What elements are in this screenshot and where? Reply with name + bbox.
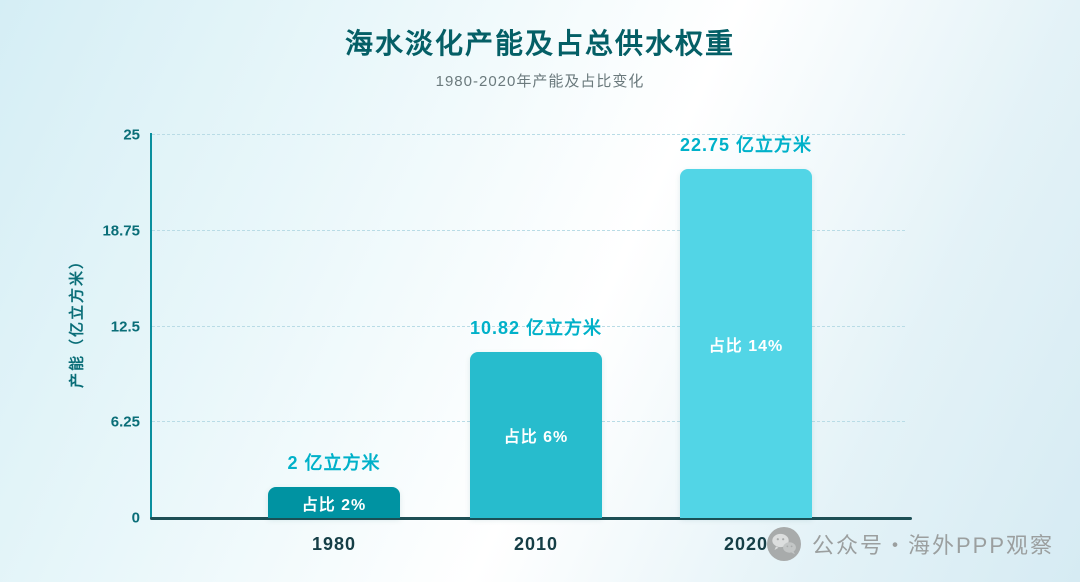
watermark-text: 公众号・海外PPP观察	[811, 533, 1054, 558]
y-tick-label: 18.75	[102, 222, 140, 240]
gridline	[152, 325, 905, 327]
watermark: 公众号・海外PPP观察	[766, 526, 1054, 562]
share-label: 占比 14%	[708, 337, 784, 355]
y-tick-label: 0	[131, 509, 140, 527]
bar-2010: 占比 6%	[470, 352, 602, 518]
bar-1980: 占比 2%	[268, 487, 400, 518]
y-axis-label: 产能（亿立方米）	[68, 251, 86, 389]
gridline	[152, 134, 905, 135]
chart-subtitle: 1980-2020年产能及占比变化	[435, 73, 645, 90]
y-tick-label: 25	[123, 126, 140, 144]
y-tick-label: 6.25	[110, 413, 140, 431]
bar-value-label: 2 亿立方米	[287, 453, 381, 474]
share-label: 占比 2%	[301, 496, 367, 514]
x-axis-line	[150, 517, 912, 520]
plot-area: 0 6.25 12.5 18.75 25 占比 2% 2 亿立方米 1980 占比 6% 10.8…	[102, 127, 912, 554]
gridline	[152, 229, 905, 231]
y-axis-line	[150, 133, 152, 518]
x-tick-label: 1980	[311, 534, 357, 554]
x-tick-label: 2010	[513, 534, 559, 554]
bar-value-label: 10.82 亿立方米	[470, 318, 603, 339]
y-tick-label: 12.5	[110, 318, 140, 335]
bar-2020: 占比 14%	[680, 169, 812, 518]
chart-title: 海水淡化产能及占总供水权重	[344, 28, 735, 59]
share-label: 占比 6%	[503, 429, 569, 447]
wechat-icon	[766, 527, 801, 561]
x-tick-label: 2020	[723, 534, 769, 554]
bar-value-label: 22.75 亿立方米	[680, 135, 813, 156]
